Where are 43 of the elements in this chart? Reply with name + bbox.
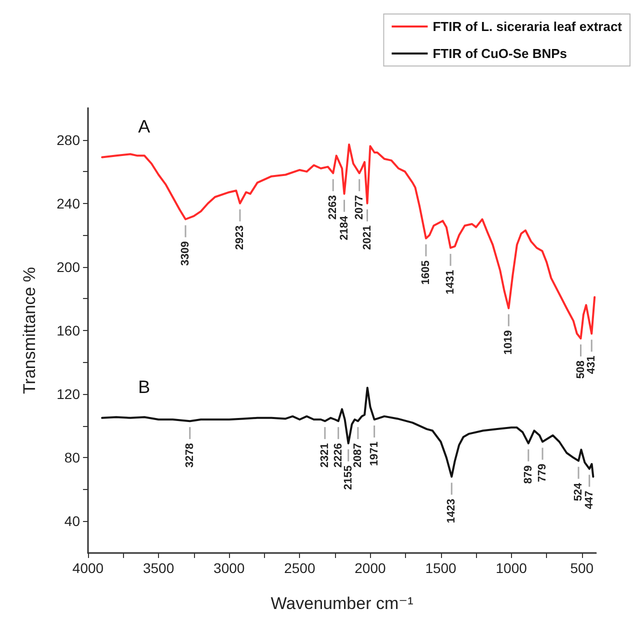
annotation: 2321 xyxy=(318,443,331,468)
annotation: 2155 xyxy=(342,465,354,490)
y-axis-title: Transmittance % xyxy=(20,267,39,394)
annotation: 431 xyxy=(586,356,598,374)
y-tick-label: 40 xyxy=(64,513,80,530)
legend-label: FTIR of CuO-Se BNPs xyxy=(432,46,568,61)
annotation: 2021 xyxy=(361,225,374,250)
annotation: 2087 xyxy=(352,443,364,468)
annotation: A xyxy=(138,116,150,136)
annotation: 447 xyxy=(583,490,596,510)
annotation: 2184 xyxy=(338,214,350,240)
x-tick-label: 2000 xyxy=(354,560,386,576)
annotation: 1605 xyxy=(420,260,432,285)
y-tick-label: 160 xyxy=(56,322,80,338)
y-tick-label: 280 xyxy=(56,132,80,148)
annotation: 2923 xyxy=(234,225,246,250)
x-tick-label: 500 xyxy=(570,560,594,576)
annotation: 3309 xyxy=(180,241,192,266)
annotation: 1019 xyxy=(502,330,515,355)
x-tick-label: 3500 xyxy=(142,560,174,576)
annotation: 1431 xyxy=(444,270,457,294)
annotation: 524 xyxy=(572,482,584,502)
annotation: 3278 xyxy=(184,443,196,468)
x-tick-label: 4000 xyxy=(72,560,104,576)
x-tick-label: 2500 xyxy=(284,560,316,576)
x-tick-label: 3000 xyxy=(214,560,245,576)
y-tick-label: 80 xyxy=(64,450,80,466)
x-axis-title: Wavenumber cm⁻¹ xyxy=(270,594,414,613)
annotation: 1423 xyxy=(446,498,458,524)
annotation: 2226 xyxy=(332,443,344,468)
annotation: 1971 xyxy=(368,442,380,466)
annotation: 508 xyxy=(574,360,587,379)
x-tick-label: 1500 xyxy=(425,560,457,576)
annotation: 879 xyxy=(522,465,534,484)
annotation: 2077 xyxy=(353,195,366,220)
y-tick-label: 240 xyxy=(56,195,80,212)
y-tick-label: 200 xyxy=(56,258,80,275)
annotation: B xyxy=(138,376,150,397)
annotation: 2263 xyxy=(327,195,340,220)
x-tick-label: 1000 xyxy=(496,560,528,576)
annotation: 779 xyxy=(536,464,549,482)
y-tick-label: 120 xyxy=(56,386,80,402)
legend-label: FTIR of L. siceraria leaf extract xyxy=(432,19,623,34)
